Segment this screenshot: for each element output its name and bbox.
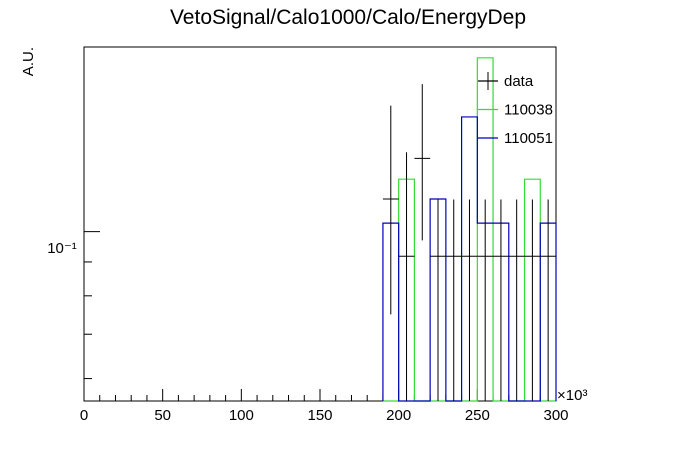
data-point — [493, 199, 509, 401]
data-point — [398, 152, 415, 401]
x-tick-label: 0 — [80, 407, 88, 424]
histograms — [382, 57, 557, 402]
y-tick-label: 10⁻¹ — [47, 240, 77, 257]
axes: 0 50 100 150 200 250 300 — [80, 231, 569, 424]
x-tick-label: 150 — [307, 407, 332, 424]
legend-entry-110038: 110038 — [478, 102, 553, 119]
legend-entry-110051: 110051 — [478, 130, 553, 147]
data-point — [477, 199, 494, 401]
legend: data 110038 110051 — [478, 72, 553, 147]
legend-label: 110051 — [504, 130, 553, 147]
chart-title: VetoSignal/Calo1000/Calo/EnergyDep — [170, 6, 526, 29]
data-point — [382, 105, 399, 315]
legend-label: 110038 — [504, 102, 553, 119]
data-point — [445, 199, 462, 401]
x-tick-label: 50 — [154, 407, 171, 424]
data-point — [508, 199, 525, 401]
data-points — [382, 84, 556, 401]
data-point — [430, 199, 446, 401]
x-exponent-label: ×10³ — [557, 387, 587, 404]
x-tick-label: 200 — [386, 407, 411, 424]
y-axis-label: A.U. — [20, 47, 37, 76]
x-tick-label: 250 — [465, 407, 490, 424]
data-point — [461, 199, 478, 401]
x-tick-label: 300 — [543, 407, 568, 424]
x-tick-label: 100 — [229, 407, 254, 424]
legend-label: data — [504, 73, 534, 90]
series-110038-line — [382, 57, 556, 402]
data-point — [414, 84, 431, 241]
data-point — [524, 199, 541, 401]
series-110051-line — [382, 116, 557, 402]
legend-entry-data: data — [478, 72, 534, 90]
data-point — [540, 199, 556, 401]
